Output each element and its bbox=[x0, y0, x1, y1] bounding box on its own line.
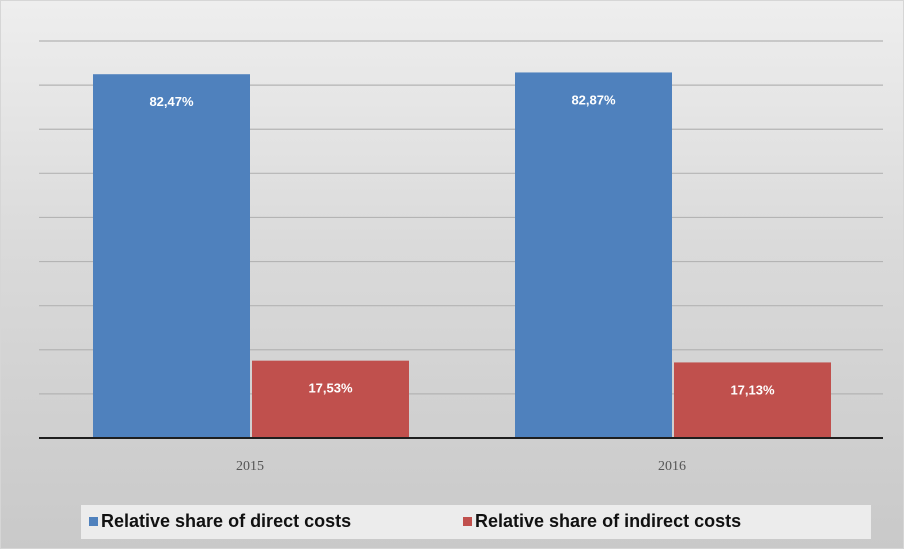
legend-label-indirect-costs: Relative share of indirect costs bbox=[475, 511, 742, 531]
bar-2015-series-1 bbox=[252, 360, 409, 438]
x-tick-label-2016: 2016 bbox=[658, 459, 686, 474]
bar-2016-series-0 bbox=[515, 72, 672, 438]
x-tick-label-2015: 2015 bbox=[236, 459, 264, 474]
legend-item-indirect-costs: Relative share of indirect costs bbox=[463, 511, 741, 532]
data-label-2016-series-1: 17,13% bbox=[730, 382, 775, 397]
chart-plot: 82,47% 17,53% 2015 82,87% 17,13% 2016 bbox=[39, 40, 883, 474]
data-label-2015-series-0: 82,47% bbox=[149, 94, 194, 109]
legend-label-direct-costs: Relative share of direct costs bbox=[101, 511, 352, 531]
legend-item-direct-costs: Relative share of direct costs bbox=[89, 511, 351, 532]
legend-swatch-indirect-costs bbox=[463, 517, 472, 526]
legend-swatch-direct-costs bbox=[89, 517, 98, 526]
bar-2016-series-1 bbox=[674, 362, 831, 438]
data-label-2015-series-1: 17,53% bbox=[308, 381, 353, 396]
chart-legend: Relative share of direct costs Relative … bbox=[81, 505, 871, 539]
bar-2015-series-0 bbox=[93, 74, 250, 438]
data-label-2016-series-0: 82,87% bbox=[571, 92, 616, 107]
